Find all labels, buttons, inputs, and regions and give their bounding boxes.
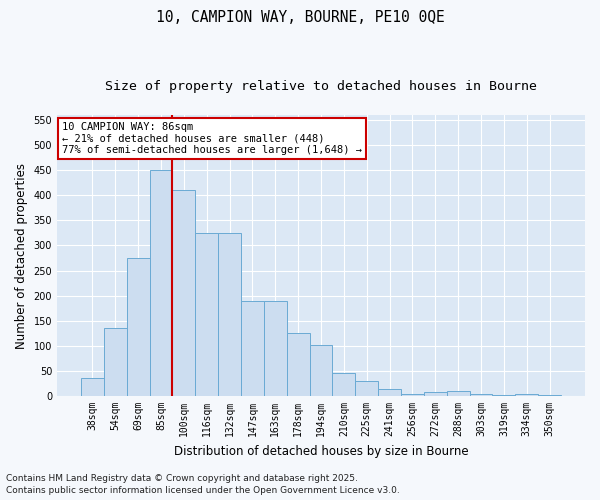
- Text: Contains HM Land Registry data © Crown copyright and database right 2025.
Contai: Contains HM Land Registry data © Crown c…: [6, 474, 400, 495]
- Bar: [470, 394, 493, 396]
- Bar: [264, 300, 287, 396]
- Text: 10, CAMPION WAY, BOURNE, PE10 0QE: 10, CAMPION WAY, BOURNE, PE10 0QE: [155, 10, 445, 25]
- Bar: [355, 381, 378, 396]
- Bar: [127, 258, 149, 396]
- Bar: [218, 233, 241, 396]
- Bar: [81, 378, 104, 396]
- Bar: [424, 392, 447, 396]
- Text: 10 CAMPION WAY: 86sqm
← 21% of detached houses are smaller (448)
77% of semi-det: 10 CAMPION WAY: 86sqm ← 21% of detached …: [62, 122, 362, 155]
- Bar: [447, 391, 470, 396]
- Y-axis label: Number of detached properties: Number of detached properties: [15, 162, 28, 348]
- Bar: [104, 328, 127, 396]
- Bar: [515, 394, 538, 396]
- Bar: [196, 233, 218, 396]
- Bar: [332, 373, 355, 396]
- Bar: [287, 334, 310, 396]
- Bar: [538, 394, 561, 396]
- Bar: [241, 300, 264, 396]
- Bar: [310, 345, 332, 396]
- Title: Size of property relative to detached houses in Bourne: Size of property relative to detached ho…: [105, 80, 537, 93]
- Bar: [172, 190, 196, 396]
- Bar: [378, 388, 401, 396]
- Bar: [149, 170, 172, 396]
- X-axis label: Distribution of detached houses by size in Bourne: Distribution of detached houses by size …: [174, 444, 469, 458]
- Bar: [401, 394, 424, 396]
- Bar: [493, 394, 515, 396]
